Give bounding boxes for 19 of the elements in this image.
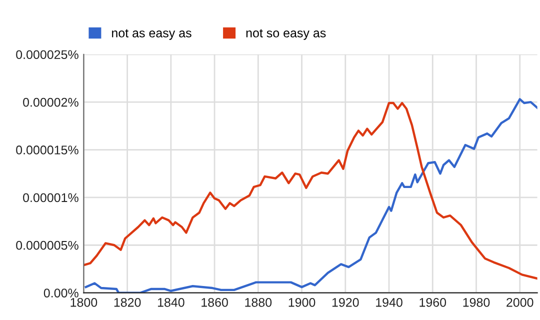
y-tick-label: 0.000025% [16, 50, 78, 60]
x-tick-label: 1800 [70, 298, 98, 307]
y-tick-label: 0.00% [44, 288, 78, 298]
x-tick-label: 1820 [114, 298, 141, 307]
x-tick-label: 1840 [158, 298, 184, 307]
x-tick-label: 1980 [463, 298, 490, 307]
x-tick-label: 1900 [288, 298, 316, 307]
y-tick-label: 0.00001% [23, 193, 78, 202]
x-tick-label: 1920 [332, 298, 359, 307]
y-tick-label: 0.000005% [16, 240, 78, 250]
x-tick-label: 1960 [420, 298, 446, 307]
x-tick-label: 1940 [376, 298, 402, 307]
x-tick-label: 2000 [506, 298, 534, 307]
legend-label: not as easy as [112, 29, 192, 40]
x-tick-label: 1880 [245, 298, 272, 307]
y-tick-label: 0.000015% [16, 146, 78, 154]
legend-label: not so easy as [246, 29, 326, 40]
y-tick-label: 0.00002% [23, 98, 78, 107]
x-tick-label: 1860 [202, 298, 228, 307]
